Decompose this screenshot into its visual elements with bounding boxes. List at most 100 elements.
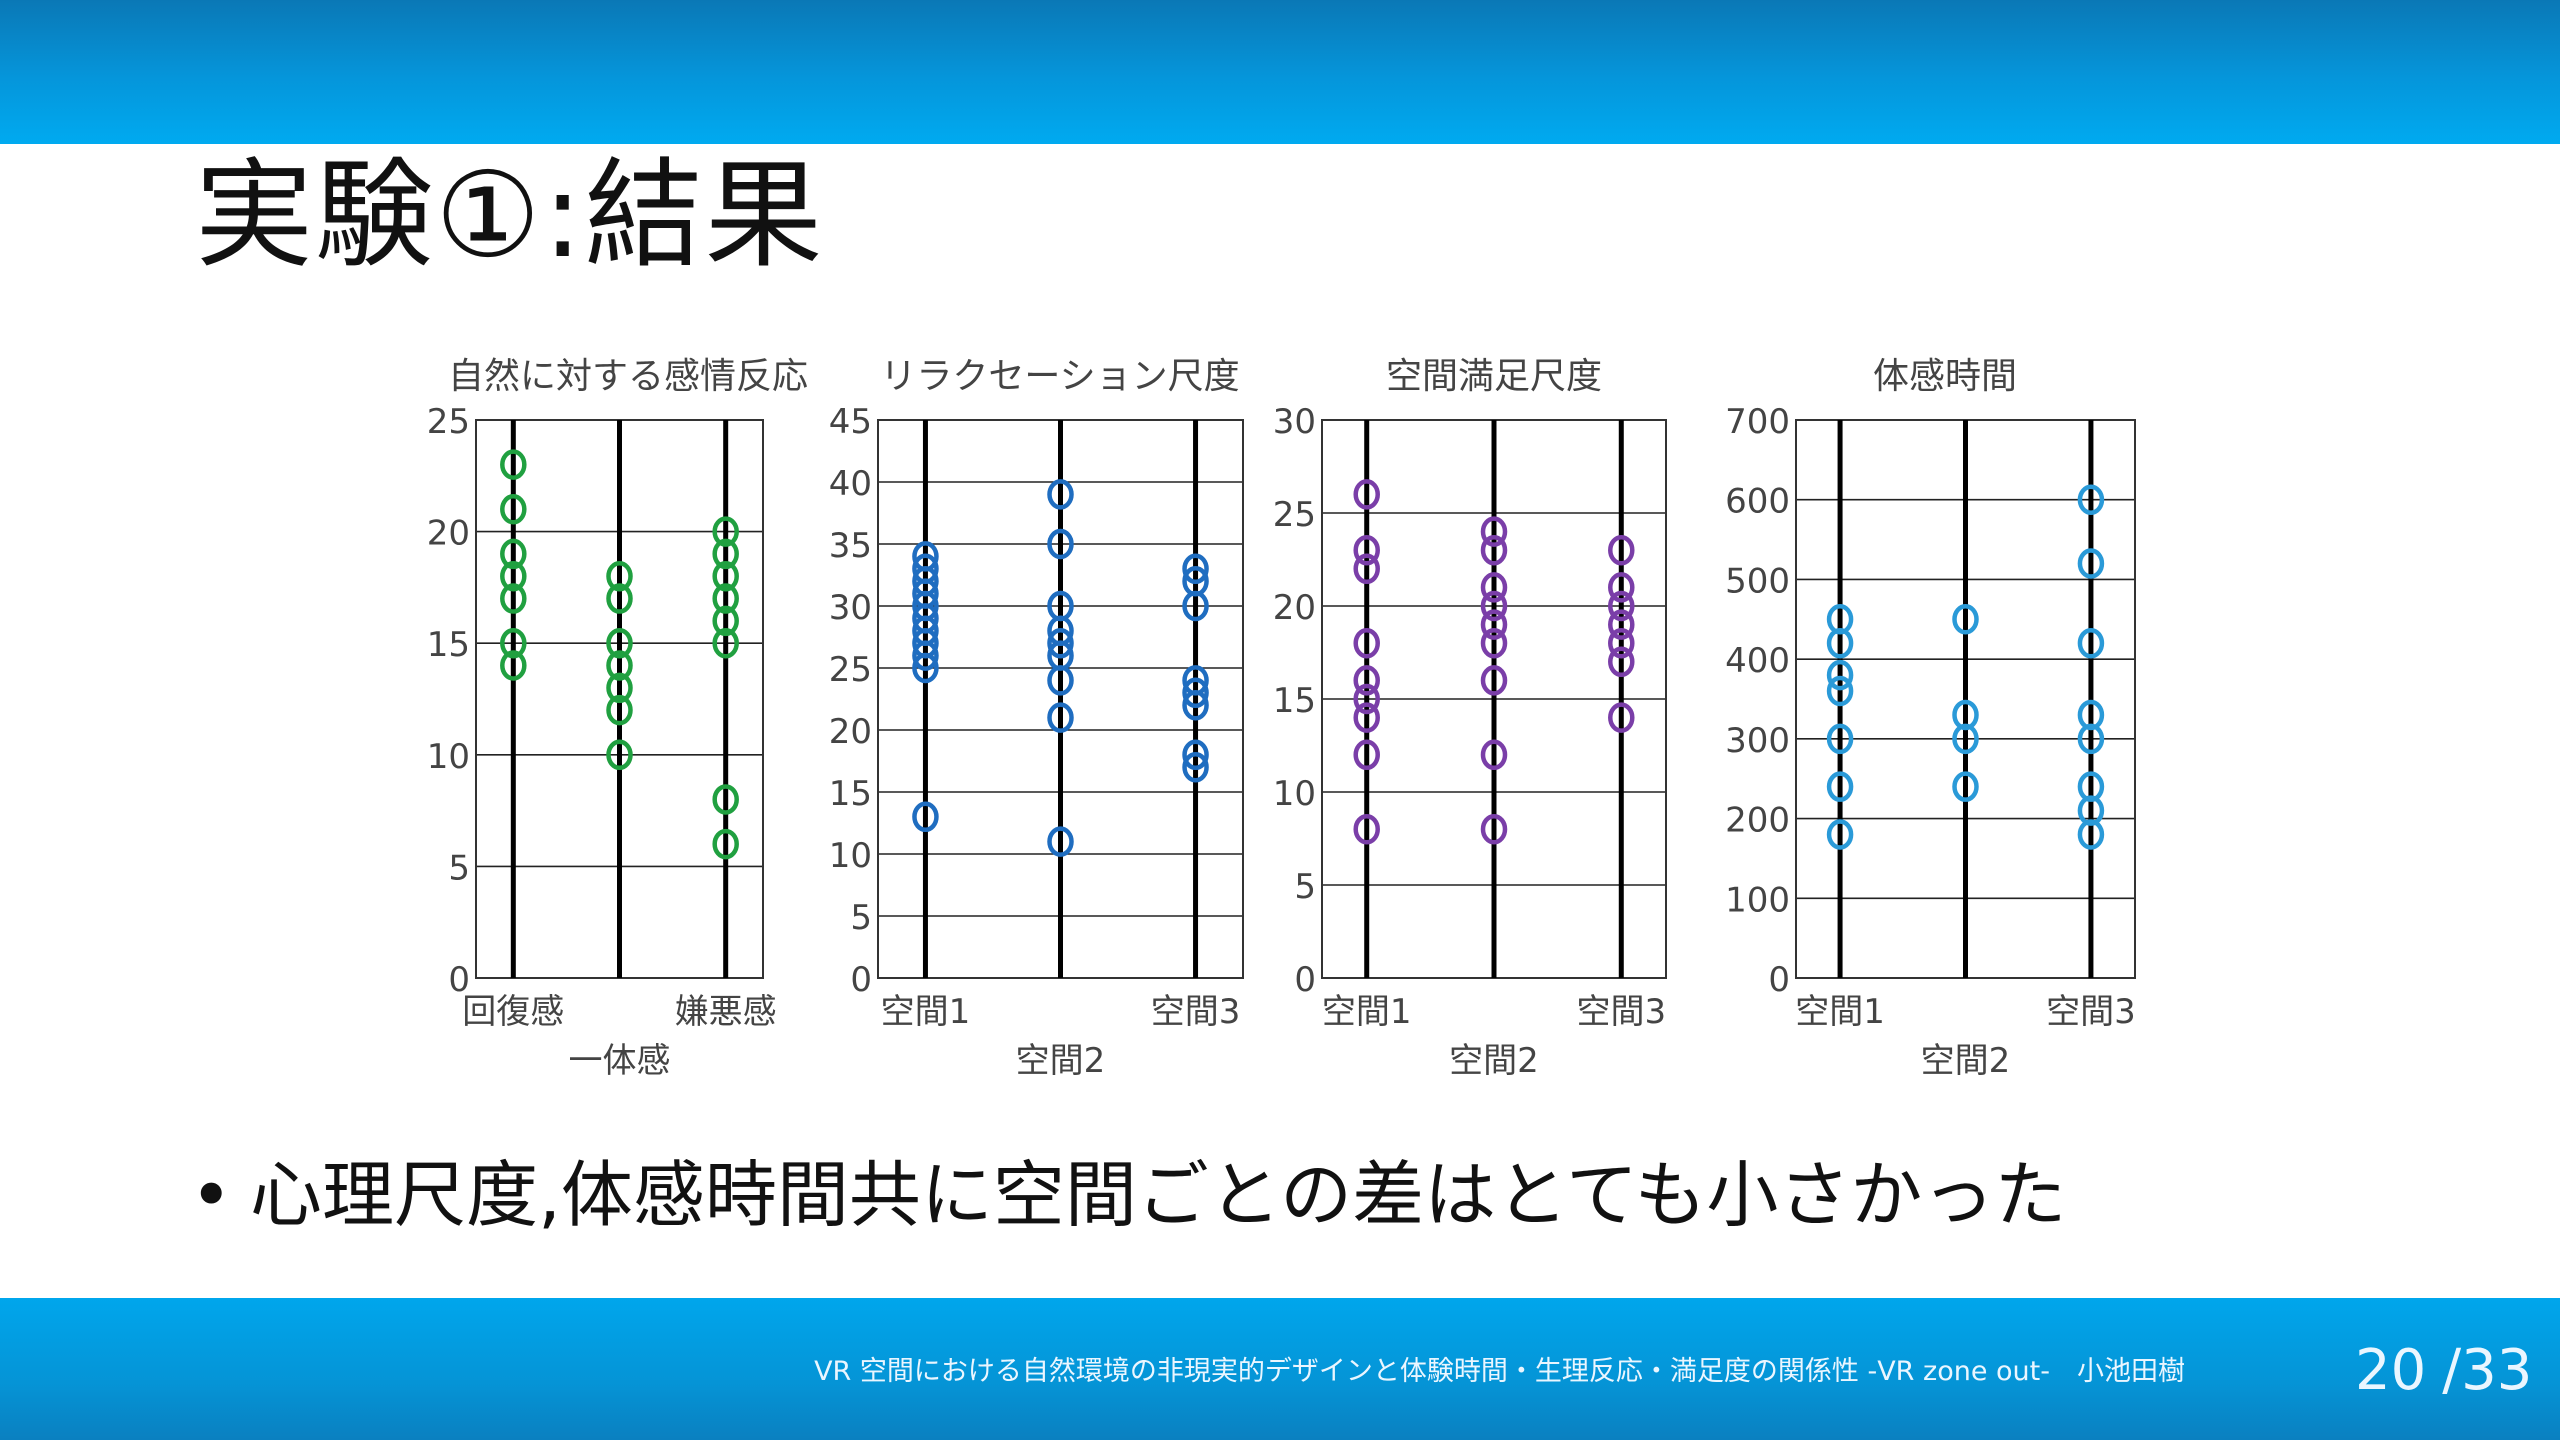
x-axis-label: 一体感 [569,1041,671,1081]
data-point [1047,479,1074,510]
x-axis-label: 空間2 [1449,1041,1539,1081]
data-point [606,694,633,726]
data-point [2077,548,2105,579]
data-point [1353,739,1380,771]
data-point [712,828,739,860]
y-tick-label: 700 [1725,402,1790,442]
y-tick-label: 10 [829,836,872,876]
data-point [1480,534,1508,566]
data-point [1952,771,1979,802]
bullet-dot-icon: • [190,1153,233,1237]
data-point [1353,665,1380,696]
data-point [1826,627,1854,659]
data-point [500,560,527,592]
data-point [712,784,739,815]
y-tick-label: 5 [850,898,872,938]
data-point [712,627,739,659]
data-point [2077,484,2105,515]
bottom-banner [0,1298,2560,1440]
y-tick-label: 20 [829,712,872,752]
y-tick-label: 30 [1273,402,1316,442]
y-tick-label: 15 [1273,681,1316,721]
data-point [500,494,527,525]
data-point [1608,609,1635,640]
data-point [606,672,633,704]
y-tick-label: 400 [1725,641,1790,681]
data-point [1952,723,1979,755]
y-tick-label: 20 [1273,588,1316,628]
y-tick-label: 0 [1768,960,1790,1000]
data-point [1952,604,1979,635]
data-point [1608,702,1635,733]
data-point [500,538,527,570]
data-point [1182,590,1209,622]
data-point [1182,677,1209,709]
page-separator: / [2442,1338,2462,1403]
data-point [712,605,739,637]
data-point [1182,739,1209,771]
data-point [1480,590,1508,622]
y-tick-label: 15 [829,774,872,814]
x-axis-label: 空間3 [1576,992,1666,1032]
slide-title: 実験①:結果 [195,146,825,284]
y-tick-label: 10 [1273,774,1316,814]
x-axis-label: 空間1 [881,992,971,1032]
y-tick-label: 25 [427,402,470,442]
data-point [500,650,527,681]
x-axis-label: 空間2 [1016,1041,1106,1081]
data-point [1353,627,1380,659]
data-point [1182,751,1209,783]
data-point [1480,609,1508,640]
data-point [500,627,527,659]
y-tick-label: 20 [427,514,470,554]
y-tick-label: 10 [427,737,470,777]
data-point [1826,659,1854,691]
y-tick-label: 25 [1273,495,1316,535]
y-tick-label: 35 [829,526,872,566]
data-point [1608,627,1635,659]
data-point [1047,528,1074,560]
data-point [1480,665,1508,696]
data-point [1480,572,1508,603]
page-number: 20/33 [2355,1331,2532,1411]
data-point [500,449,527,480]
y-tick-label: 500 [1725,561,1790,601]
data-point [1480,739,1508,771]
data-point [712,516,739,547]
data-point [1480,516,1508,547]
chart-3: 空間満足尺度 0 5 10 15 20 25 30 空間1 空間3 空間2 [1273,356,1667,1081]
top-banner [0,0,2560,144]
y-tick-label: 0 [448,960,470,1000]
data-point [712,538,739,570]
data-point [1047,826,1074,857]
data-point [1608,534,1635,566]
y-tick-label: 45 [829,402,872,442]
data-point [1608,590,1635,622]
data-point [1826,675,1854,707]
data-point [606,627,633,659]
data-point [712,583,739,614]
bullet-text: 心理尺度,体感時間共に空間ごとの差はとても小さかった [250,1153,2067,1237]
page-current: 20 [2355,1338,2427,1403]
y-tick-label: 300 [1725,721,1790,761]
y-tick-label: 0 [850,960,872,1000]
data-point [606,560,633,592]
x-axis-label: 嫌悪感 [675,992,777,1032]
chart-title: リラクセーション尺度 [880,356,1239,397]
y-tick-label: 25 [829,650,872,690]
data-point [912,801,939,833]
data-point [1182,689,1209,721]
bullet-item: • 心理尺度,体感時間共に空間ごとの差はとても小さかった [190,1140,2066,1250]
x-axis-label: 空間2 [1921,1041,2011,1081]
chart-2: リラクセーション尺度 0 5 10 15 20 25 30 35 40 45 空間1 空間3 空間2 [829,356,1244,1081]
y-tick-label: 100 [1725,880,1790,920]
data-point [1480,627,1508,659]
y-tick-label: 5 [1294,867,1316,907]
data-point [1047,665,1074,696]
page-total: 33 [2461,1338,2533,1403]
chart-title: 体感時間 [1873,356,2017,397]
data-point [1353,534,1380,566]
data-point [1480,813,1508,845]
